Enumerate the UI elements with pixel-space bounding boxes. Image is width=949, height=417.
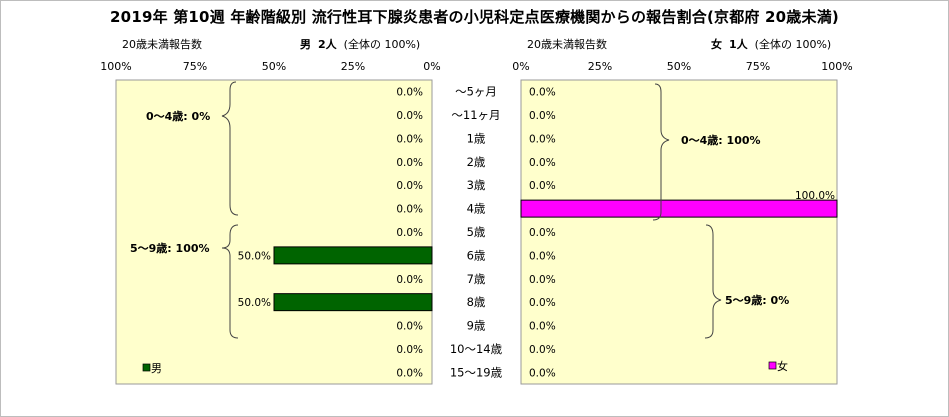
left-brace-label-0-4: 0～4歳: 0% [146,109,210,123]
right-count-value: 1人 [729,38,748,51]
right-brace-0-4 [652,83,670,221]
legend-swatch-female [768,361,777,370]
category-label: 5歳 [467,225,486,239]
male-data-label: 0.0% [396,367,423,379]
female-data-label: 100.0% [795,190,835,202]
male-data-label: 50.0% [238,250,271,262]
male-data-label: 0.0% [396,157,423,169]
category-label: 8歳 [467,295,486,309]
left-brace-label-5-9: 5～9歳: 100% [130,241,210,255]
left-plot-area [115,79,433,385]
female-data-label: 0.0% [529,227,556,239]
male-bar [273,246,433,265]
male-bar [273,293,433,312]
right-x-tick-label: 50% [667,60,691,73]
female-data-label: 0.0% [529,157,556,169]
right-sex-label: 女 [711,38,722,51]
right-brace-5-9 [704,224,722,339]
male-data-label: 0.0% [396,274,423,286]
left-sex-label: 男 [300,38,311,51]
category-label: 9歳 [467,319,486,333]
category-label: 3歳 [467,178,486,192]
female-data-label: 0.0% [529,133,556,145]
female-data-label: 0.0% [529,110,556,122]
right-x-tick-label: 0% [512,60,529,73]
right-count-label: 20歳未満報告数 [527,38,607,51]
left-x-tick-label: 25% [341,60,365,73]
male-data-label: 50.0% [238,297,271,309]
right-plot-area [520,79,838,385]
right-total-note: (全体の 100%) [754,38,832,51]
left-x-tick-label: 0% [423,60,440,73]
chart-title: 2019年 第10週 年齢階級別 流行性耳下腺炎患者の小児科定点医療機関からの報… [110,8,839,26]
right-x-tick-label: 25% [588,60,612,73]
category-label: ～11ヶ月 [451,108,500,122]
left-brace-5-9 [221,224,239,339]
left-sex-summary: 男 2人 (全体の 100%) [300,36,420,52]
left-x-tick-label: 50% [262,60,286,73]
female-data-label: 0.0% [529,321,556,333]
left-total-note: (全体の 100%) [343,38,421,51]
female-bar [520,199,838,218]
legend-label-female: 女 [777,359,788,373]
female-data-label: 0.0% [529,297,556,309]
male-data-label: 0.0% [396,133,423,145]
left-x-tick-label: 100% [100,60,131,73]
male-data-label: 0.0% [396,321,423,333]
left-count-value: 2人 [318,38,337,51]
male-data-label: 0.0% [396,227,423,239]
right-x-tick-label: 75% [746,60,770,73]
category-label: 1歳 [467,131,486,145]
female-data-label: 0.0% [529,344,556,356]
left-x-tick-label: 75% [183,60,207,73]
left-count-label: 20歳未満報告数 [122,38,202,51]
male-data-label: 0.0% [396,204,423,216]
category-label: 6歳 [467,248,486,262]
male-data-label: 0.0% [396,110,423,122]
right-brace-label-5-9: 5～9歳: 0% [725,293,789,307]
female-data-label: 0.0% [529,180,556,192]
legend-swatch-male [142,363,151,372]
category-label: 4歳 [467,202,486,216]
left-brace-0-4 [221,81,239,216]
male-data-label: 0.0% [396,180,423,192]
category-label: 7歳 [467,272,486,286]
male-data-label: 0.0% [396,87,423,99]
right-x-tick-label: 100% [821,60,852,73]
category-label: ～5ヶ月 [455,85,497,99]
female-data-label: 0.0% [529,87,556,99]
legend-label-male: 男 [151,362,162,375]
category-label: 15～19歳 [450,365,503,379]
female-data-label: 0.0% [529,250,556,262]
right-brace-label-0-4: 0～4歳: 100% [681,133,761,147]
category-label: 10～14歳 [450,342,503,356]
category-label: 2歳 [467,155,486,169]
female-data-label: 0.0% [529,367,556,379]
right-sex-summary: 女 1人 (全体の 100%) [711,36,831,52]
male-data-label: 0.0% [396,344,423,356]
female-data-label: 0.0% [529,274,556,286]
